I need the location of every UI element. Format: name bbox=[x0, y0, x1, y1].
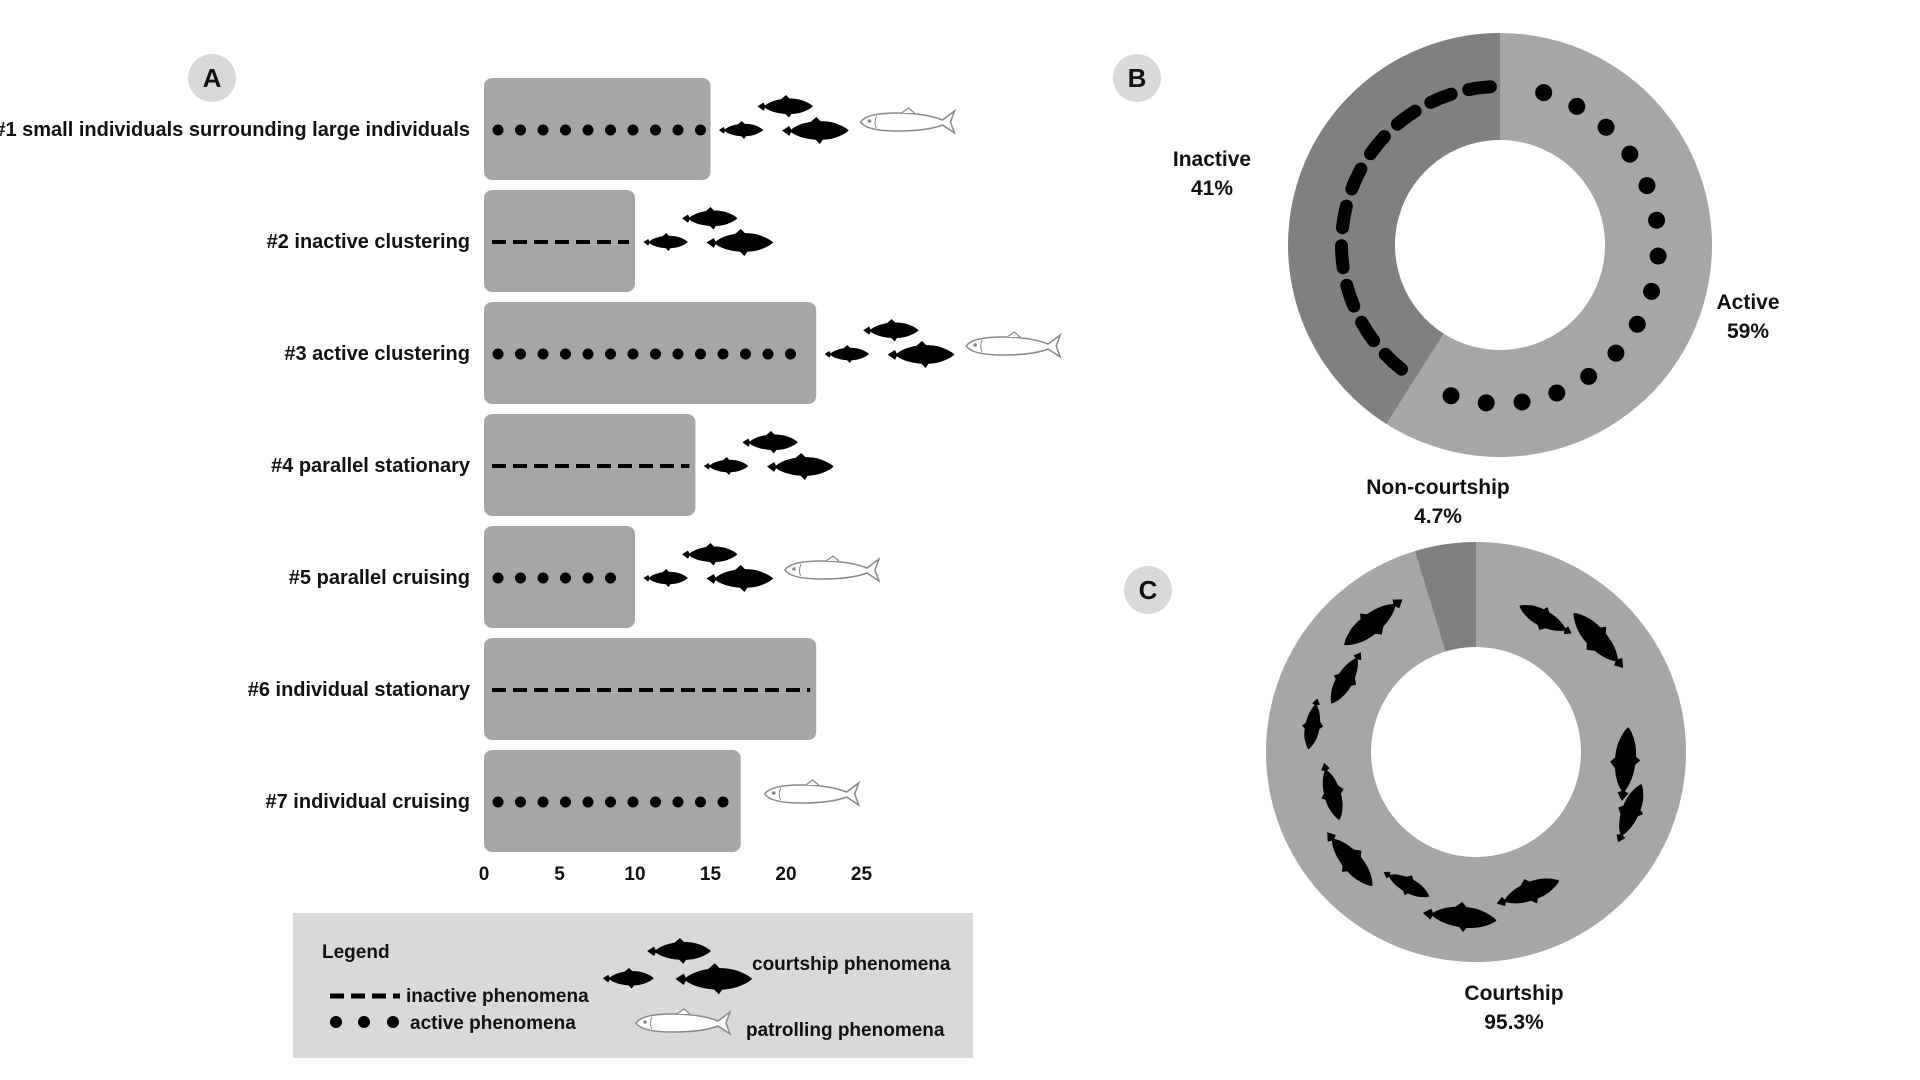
patrolling-fish-icon-5 bbox=[784, 555, 880, 582]
bar-label-2: #2 inactive clustering bbox=[267, 231, 470, 253]
bar-label-6: #6 individual stationary bbox=[248, 679, 471, 701]
bar-row-6: #6 individual stationary bbox=[248, 638, 817, 740]
courtship-donut-panel: C Non-courtship 4.7% Courtship 95.3% bbox=[1124, 476, 1687, 1034]
bar-label-4: #4 parallel stationary bbox=[271, 455, 471, 477]
legend: Legend inactive phenomena active phenome… bbox=[293, 913, 973, 1058]
donut-b-active-dots bbox=[1442, 84, 1667, 412]
bar-label-5: #5 parallel cruising bbox=[289, 567, 470, 589]
bar-1 bbox=[484, 78, 711, 180]
legend-active-dots bbox=[330, 1016, 399, 1028]
panel-c-badge: C bbox=[1124, 566, 1172, 614]
x-tick-20: 20 bbox=[775, 864, 796, 885]
svg-text:B: B bbox=[1128, 63, 1147, 93]
donut-b-slice-active bbox=[1386, 33, 1712, 457]
donut-b-active-label: Active bbox=[1716, 291, 1779, 314]
active-dots-7 bbox=[492, 796, 729, 808]
legend-patrolling-label: patrolling phenomena bbox=[746, 1020, 945, 1041]
legend-courtship-label: courtship phenomena bbox=[752, 954, 951, 975]
panel-b-badge: B bbox=[1113, 54, 1161, 102]
active-dots-3 bbox=[492, 348, 796, 360]
courtship-fish-icon-2 bbox=[643, 207, 773, 256]
bar-row-1: #1 small individuals surrounding large i… bbox=[0, 78, 956, 180]
patrolling-fish-icon-3 bbox=[965, 331, 1061, 358]
donut-c-courtship-label: Courtship bbox=[1464, 982, 1563, 1005]
x-tick-25: 25 bbox=[851, 864, 873, 885]
active-dots-5 bbox=[492, 572, 616, 584]
donut-c-slice-non-courtship bbox=[1414, 542, 1476, 652]
x-tick-15: 15 bbox=[700, 864, 722, 885]
patrolling-fish-icon-1 bbox=[859, 107, 956, 134]
patrolling-fish-icon-7 bbox=[763, 779, 860, 806]
legend-active-label: active phenomena bbox=[410, 1013, 576, 1034]
donut-b-inactive-dashes bbox=[1335, 80, 1504, 376]
donut-b-inactive-label: Inactive bbox=[1173, 148, 1251, 171]
legend-title: Legend bbox=[322, 942, 390, 963]
courtship-fish-icon-5 bbox=[643, 543, 773, 592]
activity-donut-panel: B Active 59% Inactive 41% bbox=[1113, 33, 1780, 457]
legend-inactive-label: inactive phenomena bbox=[406, 986, 589, 1007]
bar-row-2: #2 inactive clustering bbox=[267, 190, 774, 292]
donut-c-courtship-value: 95.3% bbox=[1484, 1011, 1544, 1034]
donut-c-noncourtship-value: 4.7% bbox=[1414, 505, 1462, 528]
bar-label-1: #1 small individuals surrounding large i… bbox=[0, 119, 470, 141]
bar-row-5: #5 parallel cruising bbox=[289, 526, 880, 628]
bar-chart-panel: A #1 small individuals surrounding large… bbox=[0, 54, 1061, 885]
bar-label-7: #7 individual cruising bbox=[266, 791, 471, 813]
panel-a-badge: A bbox=[188, 54, 236, 102]
x-tick-5: 5 bbox=[554, 864, 565, 885]
bar-label-3: #3 active clustering bbox=[284, 343, 470, 365]
svg-text:C: C bbox=[1139, 575, 1158, 605]
bar-row-7: #7 individual cruising bbox=[266, 750, 860, 852]
svg-text:A: A bbox=[203, 63, 222, 93]
courtship-fish-icon-3 bbox=[825, 319, 955, 368]
donut-c-slice-courtship bbox=[1266, 542, 1687, 962]
donut-b-active-value: 59% bbox=[1727, 320, 1769, 343]
donut-b-slice-inactive bbox=[1287, 33, 1500, 424]
x-tick-10: 10 bbox=[624, 864, 645, 885]
x-tick-0: 0 bbox=[479, 864, 490, 885]
active-dots-1 bbox=[492, 124, 706, 136]
bar-row-3: #3 active clustering bbox=[284, 302, 1061, 404]
donut-c-noncourtship-label: Non-courtship bbox=[1366, 476, 1509, 499]
courtship-fish-icon-1 bbox=[719, 95, 849, 144]
bar-row-4: #4 parallel stationary bbox=[271, 414, 834, 516]
bar-5 bbox=[484, 526, 635, 628]
courtship-fish-icon-4 bbox=[704, 431, 834, 480]
donut-b-inactive-value: 41% bbox=[1191, 177, 1233, 200]
